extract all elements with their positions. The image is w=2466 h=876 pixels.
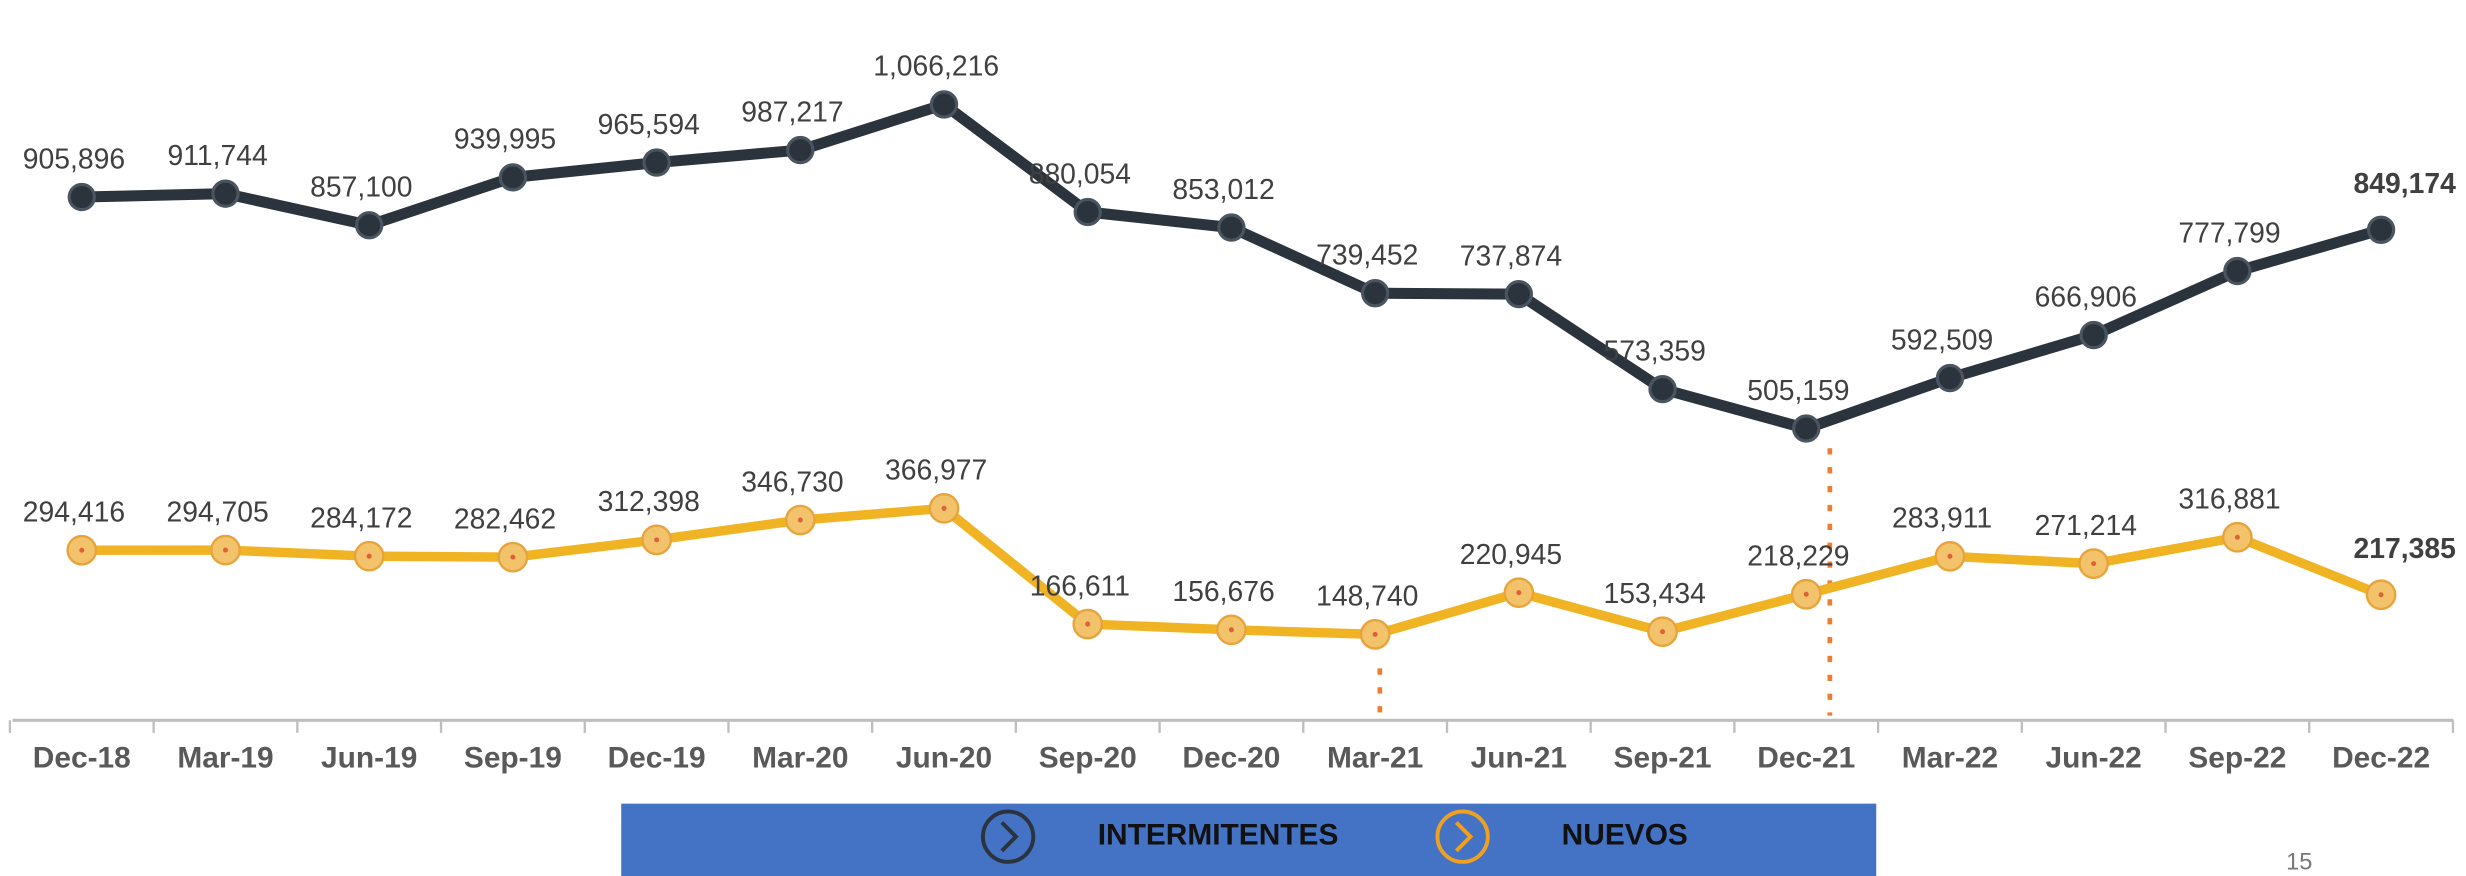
point-center bbox=[510, 554, 516, 560]
x-tick-label: Mar-20 bbox=[752, 742, 848, 775]
data-label: 777,799 bbox=[2178, 216, 2280, 248]
x-tick-label: Jun-20 bbox=[896, 742, 992, 775]
point-center bbox=[222, 547, 229, 553]
point-center bbox=[1803, 591, 1809, 597]
data-label: 271,214 bbox=[2035, 509, 2137, 541]
data-label: 284,172 bbox=[310, 501, 412, 533]
point bbox=[1073, 197, 1102, 227]
point-center bbox=[1660, 629, 1666, 635]
point bbox=[67, 182, 96, 212]
point-center bbox=[1947, 553, 1953, 559]
data-label: 217,385 bbox=[2354, 532, 2456, 564]
point bbox=[786, 135, 815, 165]
point-center bbox=[1085, 621, 1091, 627]
point bbox=[642, 148, 671, 177]
point bbox=[929, 90, 959, 119]
page-number: 15 bbox=[2286, 849, 2312, 875]
x-tick-label: Mar-22 bbox=[1902, 742, 1998, 775]
x-tick-label: Jun-21 bbox=[1471, 742, 1567, 775]
x-tick-label: Dec-18 bbox=[33, 742, 131, 775]
x-tick-label: Jun-19 bbox=[321, 742, 417, 775]
legend-bar bbox=[621, 803, 1877, 876]
x-tick-label: Sep-19 bbox=[464, 742, 562, 775]
data-label: 737,874 bbox=[1460, 239, 1562, 271]
legend-label: INTERMITENTES bbox=[1098, 819, 1339, 852]
legend-label: NUEVOS bbox=[1562, 819, 1688, 852]
data-label: 282,462 bbox=[454, 502, 556, 534]
point-center bbox=[797, 517, 803, 523]
data-label: 153,434 bbox=[1604, 577, 1706, 609]
legend-chevron bbox=[1000, 821, 1019, 853]
data-label: 148,740 bbox=[1316, 580, 1418, 612]
point-center bbox=[2091, 561, 2097, 567]
point-center bbox=[654, 537, 660, 543]
point-center bbox=[2378, 592, 2384, 598]
x-tick-label: Mar-19 bbox=[177, 742, 273, 775]
x-tick-label: Dec-19 bbox=[608, 742, 706, 775]
point bbox=[498, 163, 528, 192]
legend-icon bbox=[1435, 809, 1490, 864]
data-label: 987,217 bbox=[741, 95, 843, 127]
point bbox=[1217, 213, 1246, 242]
data-label: 316,881 bbox=[2178, 483, 2280, 515]
data-label: 573,359 bbox=[1604, 334, 1706, 366]
legend: INTERMITENTES NUEVOS bbox=[980, 809, 1688, 864]
data-label: 346,730 bbox=[741, 465, 843, 497]
data-label: 739,452 bbox=[1316, 238, 1418, 270]
data-label: 939,995 bbox=[454, 123, 556, 155]
legend-icon bbox=[980, 809, 1036, 864]
point-center bbox=[366, 553, 372, 559]
data-label: 880,054 bbox=[1029, 157, 1131, 189]
data-label: 366,977 bbox=[885, 454, 987, 486]
point-center bbox=[941, 505, 947, 511]
series-line bbox=[81, 98, 2383, 435]
x-tick-label: Sep-22 bbox=[2188, 742, 2286, 775]
x-tick-label: Mar-21 bbox=[1327, 742, 1423, 775]
point-center bbox=[1228, 627, 1234, 633]
data-label: 312,398 bbox=[598, 485, 700, 517]
data-label: 220,945 bbox=[1460, 538, 1562, 570]
x-tick-label: Dec-22 bbox=[2332, 742, 2430, 775]
legend-chevron bbox=[1454, 821, 1474, 853]
x-tick-label: Sep-21 bbox=[1614, 742, 1712, 775]
data-label: 166,611 bbox=[1030, 569, 1130, 601]
data-label: 853,012 bbox=[1172, 173, 1274, 205]
x-tick-label: Jun-22 bbox=[2046, 742, 2142, 775]
point-center bbox=[1516, 590, 1522, 596]
data-label: 857,100 bbox=[310, 171, 412, 203]
point bbox=[2079, 320, 2108, 350]
point bbox=[1504, 279, 1533, 309]
data-label: 1,066,216 bbox=[873, 50, 999, 82]
point bbox=[1792, 414, 1821, 443]
point-center bbox=[79, 547, 85, 553]
x-tick-label: Dec-21 bbox=[1757, 742, 1855, 775]
x-tick-label: Dec-20 bbox=[1182, 742, 1280, 775]
point bbox=[1360, 279, 1390, 308]
point bbox=[1935, 363, 1965, 393]
data-label: 294,705 bbox=[166, 495, 268, 527]
data-label: 666,906 bbox=[2035, 280, 2137, 312]
data-label: 965,594 bbox=[598, 108, 700, 140]
x-tick-label: Sep-20 bbox=[1039, 742, 1137, 775]
data-label: 911,744 bbox=[168, 139, 268, 171]
point-center bbox=[2234, 534, 2240, 540]
point bbox=[2223, 256, 2252, 286]
data-label: 505,159 bbox=[1747, 374, 1849, 406]
point bbox=[2366, 215, 2396, 244]
point bbox=[1648, 374, 1677, 404]
data-label: 294,416 bbox=[23, 496, 125, 528]
data-label: 905,896 bbox=[23, 142, 125, 174]
point bbox=[211, 179, 240, 208]
data-label: 849,174 bbox=[2354, 167, 2457, 199]
data-label: 592,509 bbox=[1891, 323, 1993, 355]
data-label: 156,676 bbox=[1172, 575, 1274, 607]
point-center bbox=[1372, 631, 1378, 637]
data-label: 283,911 bbox=[1892, 502, 1992, 534]
point bbox=[355, 211, 384, 240]
data-label: 218,229 bbox=[1747, 540, 1849, 572]
